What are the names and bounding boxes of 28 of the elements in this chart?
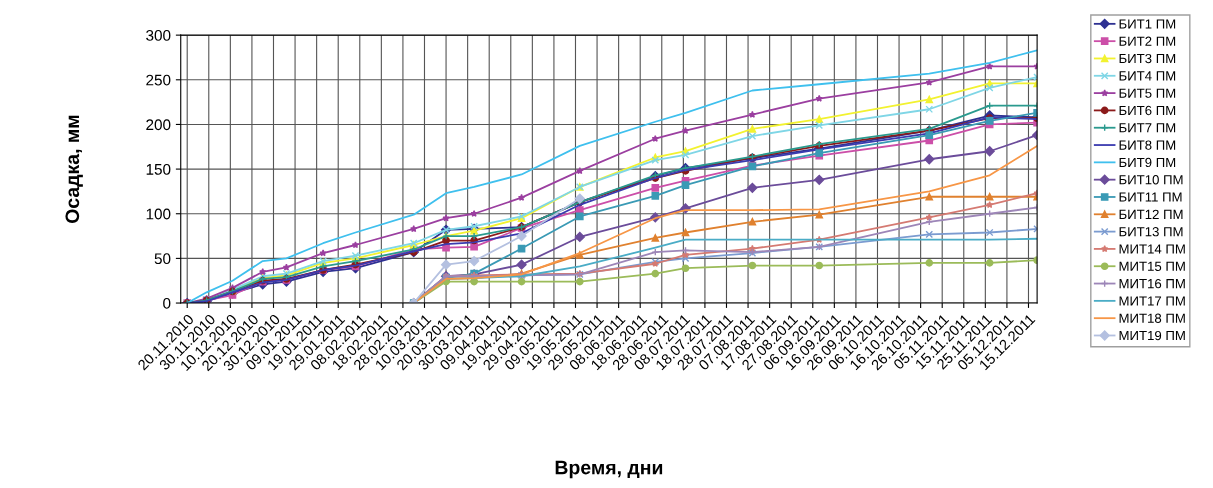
legend-label: МИТ15 ПМ [1119, 261, 1185, 271]
legend-label: БИТ8 ПМ [1119, 140, 1176, 150]
legend-label: БИТ12 ПМ [1119, 209, 1183, 219]
legend-label: БИТ10 ПМ [1119, 175, 1183, 185]
y-tick-label: 150 [146, 163, 171, 175]
legend-label: БИТ3 ПМ [1119, 53, 1176, 64]
y-tick-label: 250 [146, 74, 171, 86]
legend-label: БИТ1 ПМ [1119, 19, 1176, 29]
legend-label: БИТ4 ПМ [1119, 71, 1176, 81]
y-axis-title: Осадка, мм [65, 115, 83, 224]
legend-label: БИТ2 ПМ [1119, 36, 1176, 46]
legend-label: БИТ11 ПМ [1119, 192, 1182, 202]
y-tick-label: 100 [146, 208, 171, 220]
y-tick-label: 0 [163, 297, 171, 309]
y-tick-label: 200 [146, 119, 171, 131]
legend-label: МИТ17 ПМ [1119, 296, 1185, 306]
legend-label: МИТ19 ПМ [1119, 330, 1185, 341]
legend-label: БИТ5 ПМ [1119, 88, 1176, 98]
y-tick-label: 300 [146, 30, 171, 41]
legend-label: БИТ6 ПМ [1119, 105, 1176, 116]
legend-label: БИТ13 ПМ [1119, 227, 1183, 237]
legend-label: МИТ16 ПМ [1119, 278, 1185, 289]
legend-label: БИТ7 ПМ [1119, 123, 1176, 133]
y-tick-label: 50 [154, 253, 171, 265]
legend-label: МИТ14 ПМ [1119, 244, 1185, 254]
legend-label: МИТ18 ПМ [1119, 313, 1185, 323]
legend-label: БИТ9 ПМ [1119, 157, 1176, 168]
x-axis-title: Время, дни [555, 460, 663, 479]
